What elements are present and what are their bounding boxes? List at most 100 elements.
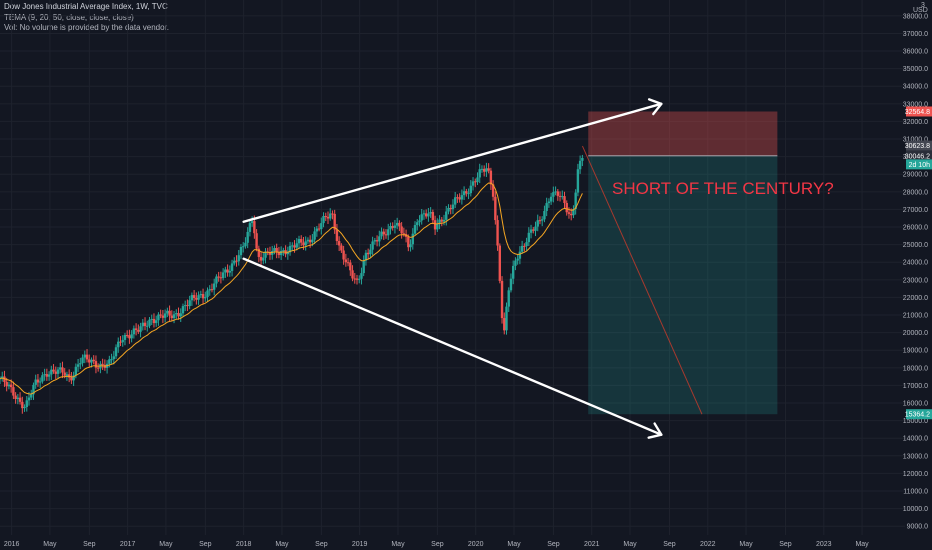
candle-body[interactable] (295, 243, 298, 248)
candle-body[interactable] (195, 297, 198, 300)
candle-body[interactable] (540, 219, 544, 221)
candle-body[interactable] (45, 374, 49, 377)
candle-body[interactable] (509, 278, 513, 291)
candle-body[interactable] (150, 318, 153, 320)
candle-body[interactable] (215, 276, 218, 284)
candle-body[interactable] (117, 341, 120, 348)
candle-body[interactable] (351, 270, 354, 279)
lower-trendline[interactable] (242, 257, 663, 436)
annotation-text[interactable]: SHORT OF THE CENTURY? (612, 179, 834, 198)
upper-trendline[interactable] (242, 102, 663, 223)
candle-body[interactable] (418, 220, 421, 223)
candle-body[interactable] (395, 222, 399, 226)
candle-body[interactable] (373, 240, 377, 242)
candle-body[interactable] (101, 363, 104, 365)
candle-body[interactable] (482, 168, 486, 172)
candle-body[interactable] (137, 329, 140, 332)
candle-body[interactable] (402, 233, 406, 235)
candle-body[interactable] (520, 245, 524, 252)
candle-body[interactable] (518, 251, 522, 259)
candle-body[interactable] (217, 276, 220, 278)
candle-body[interactable] (23, 407, 26, 409)
candle-body[interactable] (487, 168, 490, 171)
candle-body[interactable] (429, 212, 432, 214)
candle-body[interactable] (369, 249, 372, 255)
candle-body[interactable] (110, 359, 113, 361)
candle-body[interactable] (456, 197, 459, 199)
candle-body[interactable] (409, 244, 412, 248)
candle-body[interactable] (552, 192, 555, 197)
candle-body[interactable] (543, 210, 546, 220)
candle-body[interactable] (123, 335, 127, 340)
candle-body[interactable] (478, 169, 481, 178)
candle-body[interactable] (342, 250, 345, 260)
candle-body[interactable] (119, 341, 122, 343)
candle-body[interactable] (170, 315, 174, 319)
candle-body[interactable] (558, 195, 562, 197)
candle-body[interactable] (36, 379, 40, 383)
candle-body[interactable] (43, 374, 46, 376)
candle-body[interactable] (529, 229, 533, 233)
candle-body[interactable] (179, 313, 182, 317)
candle-body[interactable] (141, 322, 145, 327)
candle-body[interactable] (61, 367, 64, 373)
candle-body[interactable] (139, 326, 142, 332)
candle-body[interactable] (56, 369, 60, 374)
candle-body[interactable] (52, 369, 55, 372)
candle-body[interactable] (384, 234, 388, 236)
candle-body[interactable] (322, 216, 325, 224)
candle-body[interactable] (360, 273, 363, 279)
candle-body[interactable] (114, 347, 118, 357)
candle-body[interactable] (219, 277, 223, 279)
candle-body[interactable] (460, 195, 464, 200)
candle-body[interactable] (422, 213, 426, 215)
candle-body[interactable] (547, 201, 551, 204)
candle-body[interactable] (288, 245, 292, 253)
candle-body[interactable] (317, 228, 321, 230)
candle-body[interactable] (239, 246, 243, 256)
candle-body[interactable] (47, 374, 51, 377)
candle-body[interactable] (445, 211, 448, 220)
candle-body[interactable] (491, 184, 495, 197)
candle-body[interactable] (563, 196, 566, 203)
candle-body[interactable] (291, 245, 294, 247)
candle-body[interactable] (297, 239, 301, 244)
candle-body[interactable] (511, 265, 515, 279)
candle-body[interactable] (161, 315, 165, 318)
candle-body[interactable] (275, 248, 278, 253)
candle-body[interactable] (503, 318, 506, 331)
candle-body[interactable] (411, 233, 414, 245)
candle-body[interactable] (54, 371, 57, 374)
candle-body[interactable] (201, 294, 205, 299)
candle-body[interactable] (462, 191, 466, 196)
candle-body[interactable] (34, 379, 37, 385)
candle-body[interactable] (146, 325, 149, 327)
candle-body[interactable] (576, 169, 580, 193)
candle-body[interactable] (286, 252, 290, 255)
candle-body[interactable] (143, 322, 147, 327)
candle-body[interactable] (264, 251, 267, 258)
candle-body[interactable] (433, 220, 437, 230)
candle-body[interactable] (313, 231, 316, 240)
candle-body[interactable] (30, 394, 33, 398)
candle-body[interactable] (221, 272, 225, 279)
candle-body[interactable] (168, 310, 171, 316)
candle-body[interactable] (273, 248, 276, 251)
candle-body[interactable] (183, 305, 187, 307)
candle-body[interactable] (186, 305, 189, 307)
candle-body[interactable] (41, 375, 44, 382)
candle-body[interactable] (507, 290, 510, 307)
candle-body[interactable] (578, 160, 582, 170)
candle-body[interactable] (282, 250, 285, 252)
candle-body[interactable] (18, 397, 22, 402)
candle-body[interactable] (469, 185, 472, 194)
candle-body[interactable] (108, 359, 111, 364)
candle-body[interactable] (197, 295, 200, 300)
candle-body[interactable] (308, 239, 312, 243)
candle-body[interactable] (21, 401, 24, 409)
candle-body[interactable] (416, 222, 419, 226)
candle-body[interactable] (447, 207, 450, 212)
candle-body[interactable] (389, 226, 392, 230)
candle-body[interactable] (382, 231, 385, 235)
candle-body[interactable] (476, 177, 479, 183)
